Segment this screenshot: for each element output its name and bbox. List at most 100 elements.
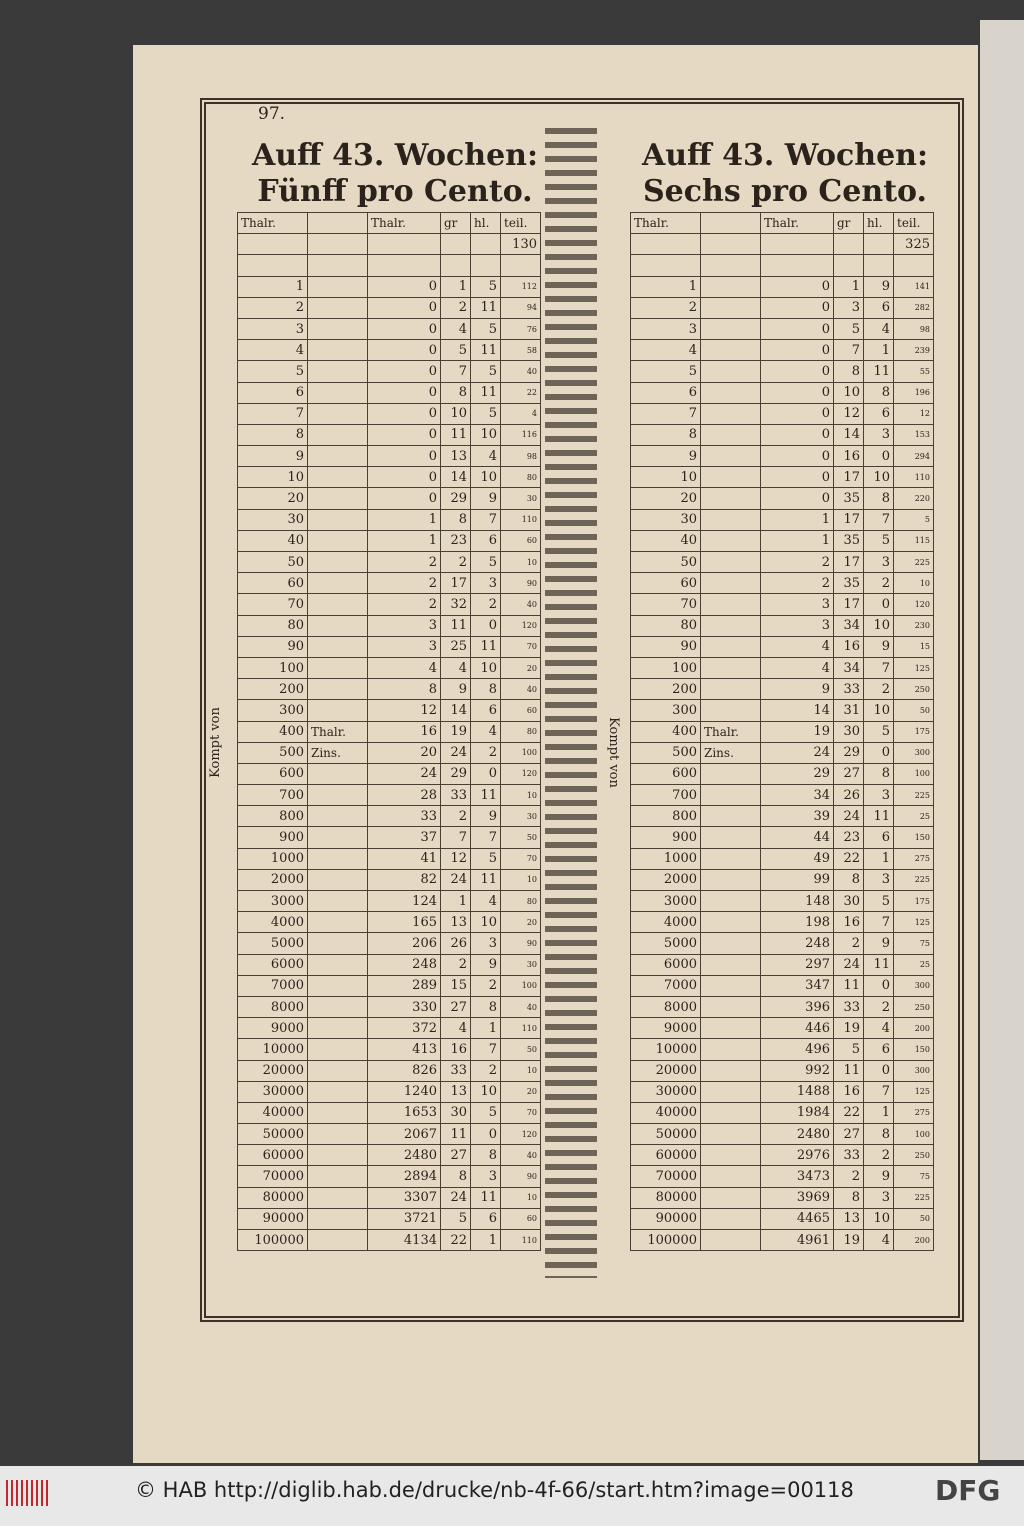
cell: 4961 (760, 1228, 834, 1252)
cell: 7 (440, 826, 471, 849)
page-number: 97. (258, 104, 286, 124)
cell: 9 (237, 445, 308, 468)
cell: 7 (440, 360, 471, 383)
row: 5000 206 26 3 90 (237, 932, 541, 955)
cell (307, 317, 368, 341)
cell: 2 (470, 593, 501, 616)
row: 10 0 17 10 110 (630, 466, 934, 489)
cell: 1 (367, 508, 441, 531)
cell: 40 (630, 529, 701, 553)
cell: 15 (893, 635, 934, 658)
cell: 0 (470, 762, 501, 786)
cell: 8 (440, 381, 471, 404)
cell: 0 (470, 1123, 501, 1146)
cell: 7 (470, 826, 501, 849)
cell: 115 (893, 529, 934, 553)
cell (893, 254, 934, 277)
cell (307, 423, 368, 447)
cell: 175 (893, 889, 934, 913)
cell: 5 (470, 275, 501, 298)
cell: 1 (470, 1228, 501, 1252)
cell: 11 (863, 805, 894, 828)
cell: 7000 (237, 974, 308, 997)
row: 90000 3721 5 6 60 (237, 1207, 541, 1231)
row: 300 14 31 10 50 (630, 699, 934, 722)
cell: 2 (863, 1144, 894, 1167)
cell: 100 (893, 1123, 934, 1146)
cell: 3 (863, 784, 894, 807)
row: 70000 3473 2 9 75 (630, 1165, 934, 1188)
row: 20 0 35 8 220 (630, 487, 934, 510)
cell: 2 (237, 296, 308, 319)
cell: 3 (863, 1186, 894, 1209)
title-line: Auff 43. Wochen: (641, 138, 929, 173)
cell: 7 (833, 339, 864, 362)
cell: 6 (470, 1207, 501, 1231)
cell: 90 (500, 572, 541, 595)
row: 40 1 23 6 60 (237, 529, 541, 553)
cell: 5 (630, 360, 701, 383)
cell: 250 (893, 995, 934, 1019)
cell (700, 529, 761, 553)
cell: 4 (760, 656, 834, 680)
cell: 248 (760, 932, 834, 955)
cell: 1 (237, 275, 308, 298)
cell: 20 (500, 1080, 541, 1103)
cell: 500 (630, 741, 701, 764)
cell: 70000 (630, 1165, 701, 1188)
cell: 5 (470, 1101, 501, 1125)
cell (833, 254, 864, 277)
cell: 10000 (237, 1038, 308, 1061)
cell: 60000 (237, 1144, 308, 1167)
cell: 0 (863, 593, 894, 616)
cell: 396 (760, 995, 834, 1019)
cell (307, 1101, 368, 1125)
cell: 112 (500, 275, 541, 298)
cell: 300 (893, 741, 934, 764)
cell: 1 (863, 1101, 894, 1125)
cell: 16 (833, 635, 864, 658)
row: 300 12 14 6 60 (237, 699, 541, 722)
cell: 2 (470, 1059, 501, 1082)
cell: 11 (470, 635, 501, 658)
row: 7 0 12 6 12 (630, 402, 934, 425)
cell (700, 868, 761, 892)
cell: 10 (470, 911, 501, 934)
cell: 70 (630, 593, 701, 616)
cell: 2 (440, 805, 471, 828)
cell: 6 (470, 699, 501, 722)
cell (700, 635, 761, 658)
cell: 0 (367, 402, 441, 425)
cell: 3 (470, 1165, 501, 1188)
cell: 5 (833, 1038, 864, 1061)
cell: 3 (760, 593, 834, 616)
row: 130 (237, 233, 541, 256)
table: Thalr. Thalr. gr hl. teil. 325 1 0 1 9 141 2 0 3 6 282 3… (630, 211, 934, 1252)
cell: 10 (833, 381, 864, 404)
cell: 20 (500, 656, 541, 680)
cell (630, 254, 701, 277)
cell: 12 (440, 847, 471, 870)
cell: 6 (630, 381, 701, 404)
cell: 80 (630, 614, 701, 637)
row: 4 0 5 11 58 (237, 339, 541, 362)
cell: 11 (470, 868, 501, 892)
cell: 225 (893, 784, 934, 807)
cell: 5 (440, 339, 471, 362)
cell: 34 (833, 656, 864, 680)
cell: 124 (367, 889, 441, 913)
cell (700, 317, 761, 341)
cell: 82 (367, 868, 441, 892)
cell: 496 (760, 1038, 834, 1061)
cell (470, 233, 501, 256)
row: 3 0 5 4 98 (630, 317, 934, 341)
cell: 500 (237, 741, 308, 764)
cell (307, 847, 368, 870)
cell: 10 (863, 699, 894, 722)
cell (307, 360, 368, 383)
cell: 2480 (760, 1123, 834, 1146)
cell (700, 508, 761, 531)
cell: 24 (760, 741, 834, 764)
cell: 141 (893, 275, 934, 298)
teil-start: 325 (893, 233, 934, 256)
